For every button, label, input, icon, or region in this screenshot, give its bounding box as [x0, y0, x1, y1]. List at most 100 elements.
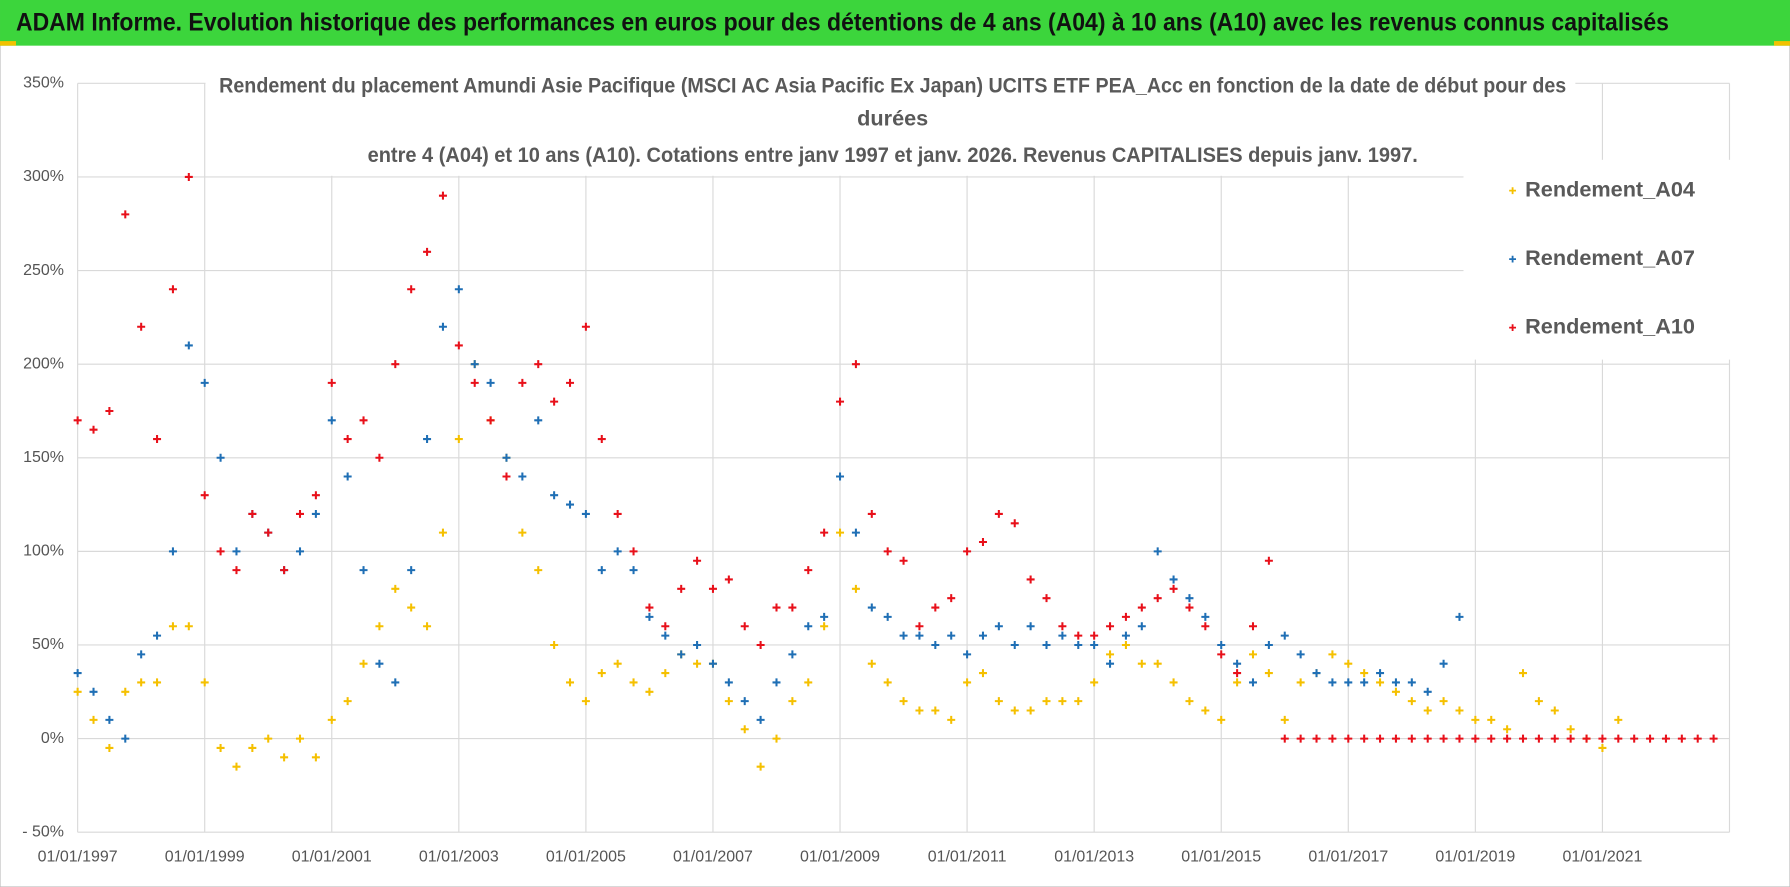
point: [947, 715, 956, 724]
point: [1455, 706, 1464, 715]
point: [708, 584, 717, 593]
point: [645, 612, 654, 621]
point: [121, 734, 130, 743]
point: [454, 341, 463, 350]
point: [1693, 734, 1702, 743]
point: [851, 360, 860, 369]
point: [1074, 631, 1083, 640]
point: [1439, 734, 1448, 743]
point: [994, 622, 1003, 631]
point: [216, 453, 225, 462]
point: [899, 556, 908, 565]
point: [1391, 678, 1400, 687]
point: [1026, 706, 1035, 715]
point: [1360, 669, 1369, 678]
point: [883, 547, 892, 556]
corner: [0, 41, 16, 46]
point: [1487, 734, 1496, 743]
point: [1296, 734, 1305, 743]
point: [248, 743, 257, 752]
point: [438, 528, 447, 537]
point: [470, 378, 479, 387]
point: [629, 566, 638, 575]
point: [327, 416, 336, 425]
point: [407, 285, 416, 294]
point: [232, 566, 241, 575]
point: [661, 631, 670, 640]
point: [1598, 743, 1607, 752]
x-tick-label: 01/01/2013: [1054, 849, 1134, 866]
point: [296, 509, 304, 518]
point: [359, 416, 368, 425]
y-tick-label: 350%: [23, 75, 64, 92]
point: [502, 472, 511, 481]
point: [1344, 734, 1353, 743]
point: [931, 603, 940, 612]
point: [1010, 519, 1019, 528]
point: [804, 566, 813, 575]
point: [121, 210, 130, 219]
point: [105, 406, 114, 415]
point: [264, 734, 273, 743]
point: [1407, 678, 1416, 687]
chart-title: durées: [857, 106, 928, 131]
x-tick-label: 01/01/2009: [800, 849, 880, 866]
point: [1407, 734, 1416, 743]
point: [1296, 678, 1305, 687]
point: [1455, 612, 1464, 621]
point: [1519, 734, 1528, 743]
point: [581, 697, 590, 706]
x-tick-label: 01/01/1999: [165, 849, 245, 866]
point: [1423, 687, 1432, 696]
point: [1137, 659, 1146, 668]
point: [73, 416, 82, 425]
point: [724, 697, 733, 706]
point: [661, 669, 670, 678]
point: [89, 425, 98, 434]
point: [153, 631, 162, 640]
point: [1264, 640, 1273, 649]
point: [740, 725, 749, 734]
y-tick-label: 200%: [23, 355, 64, 372]
point: [597, 435, 606, 444]
point: [1217, 715, 1226, 724]
point: [200, 678, 209, 687]
point: [1121, 612, 1130, 621]
point: [724, 678, 733, 687]
point: [963, 547, 972, 556]
point: [836, 397, 845, 406]
point: [359, 566, 368, 575]
point: [1630, 734, 1639, 743]
point: [566, 378, 575, 387]
point: [423, 247, 432, 256]
point: [613, 659, 622, 668]
point: [1121, 631, 1130, 640]
point: [550, 397, 559, 406]
point: [836, 528, 845, 537]
y-tick-label: 100%: [23, 543, 64, 560]
point: [1106, 622, 1115, 631]
point: [1217, 650, 1226, 659]
point: [200, 378, 209, 387]
point: [1010, 640, 1019, 649]
corner: [1774, 41, 1790, 46]
point: [1391, 734, 1400, 743]
overlay: Rendement du placement Amundi Asie Pacif…: [205, 66, 1738, 360]
point: [645, 603, 654, 612]
x-tick-label: 01/01/2007: [673, 849, 753, 866]
point: [1280, 715, 1289, 724]
point: [232, 547, 241, 556]
points: [73, 172, 1718, 771]
point: [534, 566, 543, 575]
point: [200, 491, 209, 500]
point: [820, 528, 829, 537]
point: [1280, 734, 1289, 743]
point: [1614, 734, 1623, 743]
x-tick-label: 01/01/1997: [38, 849, 118, 866]
point: [1376, 669, 1385, 678]
x-tick-label: 01/01/2005: [546, 849, 626, 866]
point: [947, 631, 956, 640]
point: [804, 678, 813, 687]
point: [311, 753, 320, 762]
point: [1582, 734, 1591, 743]
